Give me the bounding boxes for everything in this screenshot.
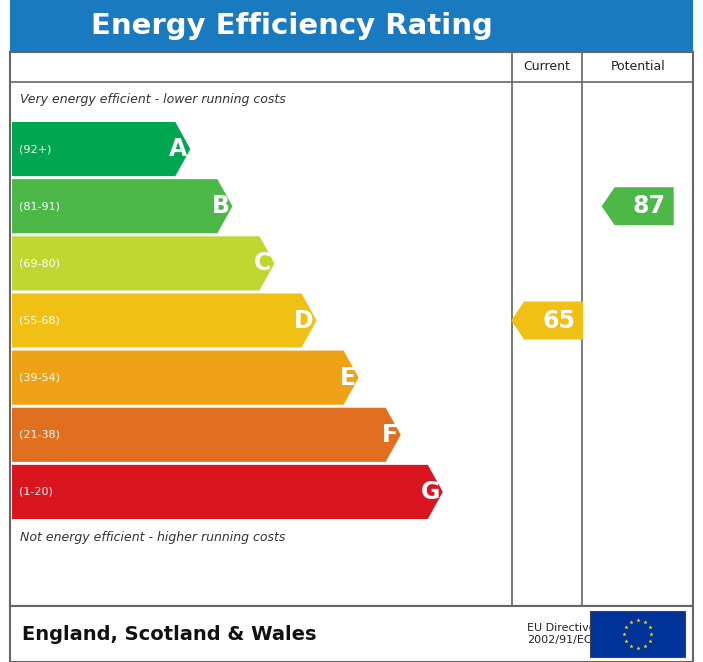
Polygon shape [12, 179, 233, 233]
Text: (21-38): (21-38) [19, 430, 60, 440]
Polygon shape [12, 351, 359, 404]
Bar [10, 0, 693, 52]
Text: B: B [212, 194, 229, 218]
Polygon shape [12, 465, 443, 519]
Polygon shape [12, 408, 401, 462]
Bar [591, 611, 685, 657]
Text: E: E [340, 365, 356, 390]
Polygon shape [12, 236, 274, 291]
Text: (55-68): (55-68) [19, 316, 60, 326]
Text: Very energy efficient - lower running costs: Very energy efficient - lower running co… [20, 93, 285, 107]
Text: D: D [294, 308, 314, 332]
Text: Current: Current [524, 60, 571, 73]
Text: (81-91): (81-91) [19, 201, 60, 211]
Bar [10, 52, 693, 606]
Text: Energy Efficiency Rating: Energy Efficiency Rating [91, 12, 492, 40]
Polygon shape [602, 187, 673, 225]
Text: 87: 87 [633, 194, 666, 218]
Polygon shape [511, 301, 583, 340]
Text: Not energy efficient - higher running costs: Not energy efficient - higher running co… [20, 530, 285, 544]
Text: C: C [254, 252, 271, 275]
Polygon shape [12, 293, 316, 348]
Text: (1-20): (1-20) [19, 487, 53, 497]
Text: 2002/91/EC: 2002/91/EC [527, 635, 592, 645]
Text: EU Directive: EU Directive [527, 623, 595, 633]
Text: 65: 65 [542, 308, 575, 332]
Text: (92+): (92+) [19, 144, 51, 154]
Text: A: A [169, 137, 188, 161]
Text: G: G [420, 480, 440, 504]
Text: England, Scotland & Wales: England, Scotland & Wales [22, 624, 316, 643]
Text: (69-80): (69-80) [19, 258, 60, 268]
Text: F: F [382, 423, 398, 447]
Polygon shape [12, 122, 191, 176]
Bar [10, 606, 693, 662]
Text: Potential: Potential [610, 60, 665, 73]
Text: (39-54): (39-54) [19, 373, 60, 383]
